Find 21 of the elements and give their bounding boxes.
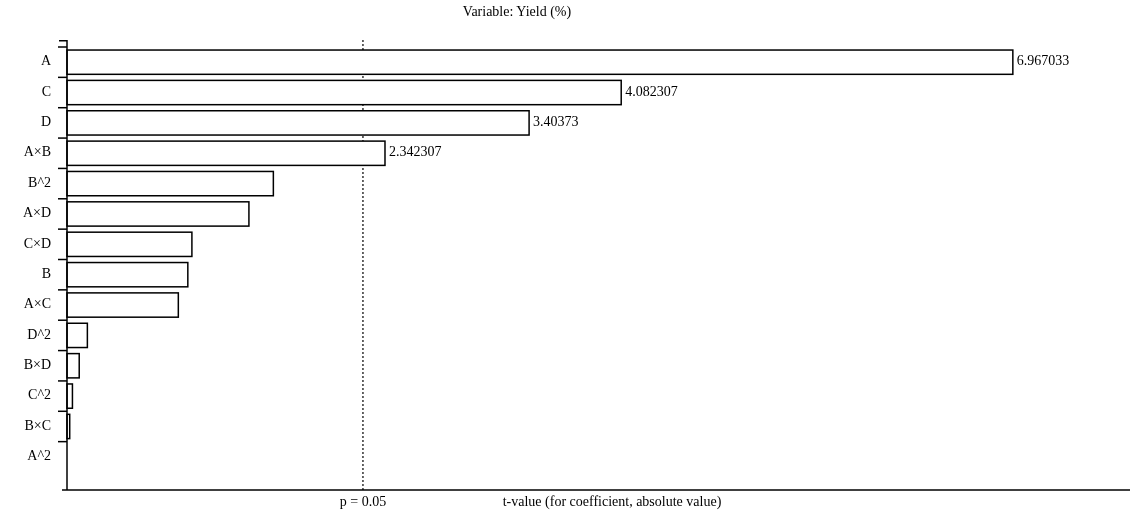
y-tick-label: A	[40, 53, 52, 69]
y-tick-label: B×D	[23, 356, 51, 372]
y-tick-label: A×D	[22, 205, 51, 221]
y-tick-label: D	[40, 114, 51, 130]
data-label: 6.967033	[1016, 53, 1070, 69]
y-tick-label: D^2	[27, 326, 51, 342]
y-tick-label: C×D	[23, 235, 51, 251]
y-tick-label: A×C	[23, 296, 51, 312]
text: p = 0.05	[339, 494, 387, 509]
y-tick-label: B×C	[24, 417, 51, 433]
y-tick-label: C	[41, 83, 51, 99]
data-label: 3.40373	[533, 114, 579, 130]
data-label: 2.342307	[388, 144, 442, 160]
y-tick-label: B^2	[28, 174, 51, 190]
x-axis-title: t-value (for coefficient, absolute value)	[502, 494, 722, 510]
y-tick-label: A^2	[27, 448, 51, 464]
chart-title: Variable: Yield (%)	[462, 4, 572, 20]
data-label: 4.082307	[625, 83, 678, 99]
y-tick-label: A×B	[23, 144, 51, 160]
y-tick-label: C^2	[28, 387, 51, 403]
y-tick-label: B	[41, 265, 51, 281]
